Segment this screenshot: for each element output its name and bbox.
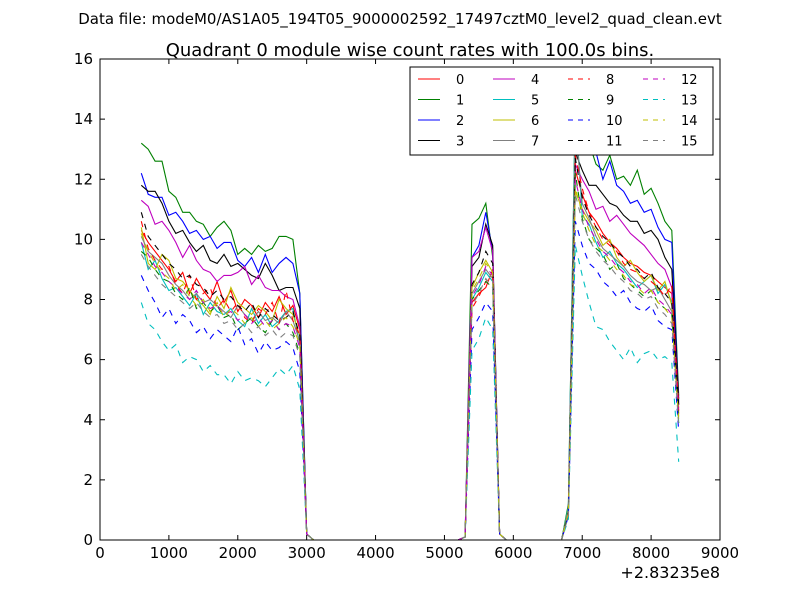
legend-label-5: 5 <box>531 94 539 109</box>
series-line-12 <box>140 179 680 540</box>
series-layer <box>140 102 680 540</box>
series-line-4 <box>140 163 680 540</box>
x-tick-label: 4000 <box>356 544 394 562</box>
legend-box <box>409 66 714 156</box>
y-tick-label: 10 <box>74 230 93 248</box>
x-tick-label: 8000 <box>632 544 670 562</box>
legend-label-13: 13 <box>681 94 698 109</box>
legend-label-2: 2 <box>456 114 464 129</box>
legend-label-14: 14 <box>681 114 698 129</box>
series-line-6 <box>140 191 680 540</box>
y-tick-label: 0 <box>83 531 93 549</box>
x-tick-label: 5000 <box>425 544 463 562</box>
legend-label-9: 9 <box>606 94 614 109</box>
y-tick-label: 14 <box>74 110 93 128</box>
series-line-13 <box>140 245 680 540</box>
x-tick-label: 6000 <box>494 544 532 562</box>
legend-label-15: 15 <box>681 135 698 150</box>
series-line-14 <box>140 188 680 540</box>
x-offset-label: +2.83235e8 <box>620 563 720 582</box>
legend-label-10: 10 <box>606 114 623 129</box>
legend-label-8: 8 <box>606 73 614 88</box>
legend-label-3: 3 <box>456 135 464 150</box>
series-line-10 <box>140 221 680 540</box>
series-line-9 <box>140 173 680 540</box>
x-tick-label: 1000 <box>150 544 188 562</box>
x-tick-label: 9000 <box>701 544 739 562</box>
series-line-0 <box>140 170 680 540</box>
series-line-5 <box>140 104 680 540</box>
y-tick-label: 12 <box>74 170 93 188</box>
x-tick-label: 2000 <box>219 544 257 562</box>
y-tick-label: 16 <box>74 50 93 68</box>
x-tick-label: 7000 <box>563 544 601 562</box>
data-file-label: Data file: modeM0/AS1A05_194T05_90000025… <box>78 10 722 29</box>
series-line-3 <box>140 152 680 540</box>
x-tick-label: 3000 <box>288 544 326 562</box>
chart-title: Quadrant 0 module wise count rates with … <box>166 40 655 61</box>
legend-label-12: 12 <box>681 73 698 88</box>
legend-label-1: 1 <box>456 94 464 109</box>
axes-layer: 0 1000 2000 3000 4000 5000 6000 7000 8000 9000 0 2 4… <box>74 50 739 562</box>
y-tick-label: 6 <box>83 351 93 369</box>
series-line-1 <box>140 102 680 540</box>
legend-label-4: 4 <box>531 73 539 88</box>
legend-label-7: 7 <box>531 135 539 150</box>
y-tick-label: 4 <box>83 411 93 429</box>
series-line-8 <box>140 155 680 540</box>
legend-label-0: 0 <box>456 73 464 88</box>
x-tick-label: 0 <box>95 544 105 562</box>
y-tick-label: 2 <box>83 471 93 489</box>
series-line-7 <box>140 122 680 540</box>
series-line-11 <box>140 158 680 540</box>
y-tick-label: 8 <box>83 291 93 309</box>
legend-label-11: 11 <box>606 135 623 150</box>
legend-label-6: 6 <box>531 114 539 129</box>
